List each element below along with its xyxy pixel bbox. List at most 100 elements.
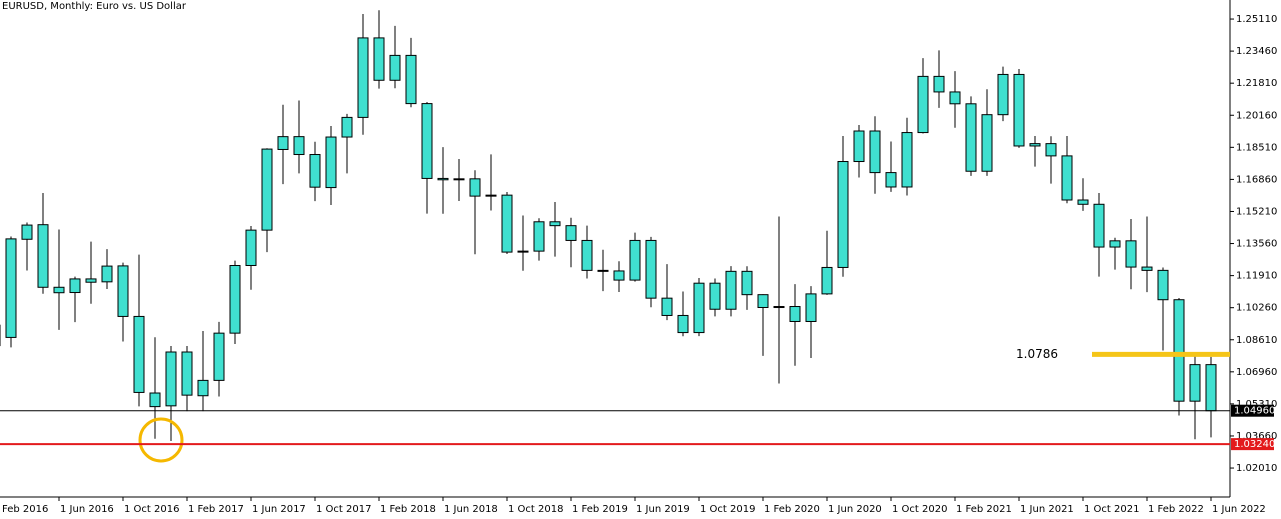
y-tick-label: 1.15210	[1236, 206, 1277, 217]
y-tick-label: 1.08610	[1236, 335, 1277, 346]
x-tick-label: 1 Feb 2019	[572, 504, 628, 515]
candle-body	[1013, 73, 1025, 147]
price-label: 1.03240	[1234, 439, 1275, 450]
x-tick-label: 1 Jun 2017	[252, 504, 306, 515]
y-tick-label: 1.02010	[1236, 463, 1277, 474]
chart-title: EURUSD, Monthly: Euro vs. US Dollar	[2, 1, 187, 12]
candle-body	[213, 332, 225, 381]
candle-body	[197, 379, 209, 397]
candle-body	[1093, 203, 1105, 248]
candle-body	[581, 239, 593, 271]
x-tick-label: 1 Feb 2018	[380, 504, 436, 515]
level-label: 1.0786	[1016, 347, 1058, 361]
candle-body	[53, 286, 65, 294]
candle-body	[789, 306, 801, 322]
y-tick-label: 1.06960	[1236, 367, 1277, 378]
candle-body	[1189, 364, 1201, 402]
price-label-box	[1231, 438, 1274, 451]
y-tick-label: 1.03660	[1236, 431, 1277, 442]
candle-body	[741, 270, 753, 296]
x-tick-label: 1 Jun 2018	[444, 504, 498, 515]
candle-body	[309, 154, 321, 188]
candle-body	[757, 294, 769, 308]
highlight-circle	[138, 417, 184, 463]
candle-body	[613, 270, 625, 281]
candle-body	[453, 178, 465, 181]
x-tick-label: 1 Jun 2016	[60, 504, 114, 515]
candle-body	[389, 54, 401, 81]
candle-body	[805, 293, 817, 322]
candle-body	[1061, 155, 1073, 201]
candle-body	[181, 351, 193, 396]
candle-body	[885, 172, 897, 188]
candle-body	[325, 136, 337, 189]
x-tick-label: 1 Jun 2020	[828, 504, 882, 515]
candle-body	[373, 37, 385, 81]
candle-body	[69, 278, 81, 294]
candle-body	[165, 351, 177, 407]
candle-body	[1125, 240, 1137, 268]
x-tick-label: 1 Jun 2021	[1020, 504, 1074, 515]
candle-body	[869, 130, 881, 174]
candle-body	[1173, 299, 1185, 402]
candle-body	[901, 132, 913, 188]
candle-body	[1045, 143, 1057, 157]
candle-body	[597, 269, 609, 272]
candle-body	[565, 225, 577, 241]
candle-body	[245, 229, 257, 267]
candle-body	[517, 250, 529, 253]
y-tick-label: 1.13560	[1236, 239, 1277, 250]
candle-body	[149, 392, 161, 408]
candle-body	[21, 224, 33, 240]
x-tick-label: 1 Oct 2018	[508, 504, 563, 515]
y-tick-label: 1.25110	[1236, 14, 1277, 25]
candle-body	[773, 306, 785, 309]
candle-body	[485, 194, 497, 197]
price-label-box	[1231, 404, 1274, 417]
candle-body	[1141, 266, 1153, 271]
x-tick-label: 1 Oct 2017	[316, 504, 371, 515]
x-tick-label: Feb 2016	[2, 504, 48, 515]
candle-body	[469, 178, 481, 197]
candle-body	[37, 224, 49, 288]
y-tick-label: 1.20160	[1236, 110, 1277, 121]
candle-body	[629, 239, 641, 281]
candle-body	[405, 54, 417, 105]
candle-body	[693, 282, 705, 334]
candle-body	[661, 297, 673, 316]
y-tick-label: 1.05310	[1236, 399, 1277, 410]
x-tick-label: 1 Feb 2022	[1148, 504, 1204, 515]
candle-body	[821, 266, 833, 295]
x-tick-label: 1 Feb 2020	[764, 504, 820, 515]
candle-body	[357, 37, 369, 118]
candle-body	[229, 265, 241, 334]
candle-body	[5, 238, 17, 338]
y-tick-label: 1.11910	[1236, 271, 1277, 282]
candle-body	[437, 177, 449, 181]
candle-body	[533, 221, 545, 252]
y-tick-label: 1.18510	[1236, 142, 1277, 153]
candle-body	[117, 265, 129, 317]
x-tick-label: 1 Jun 2019	[636, 504, 690, 515]
candle-body	[725, 270, 737, 310]
y-tick-label: 1.21810	[1236, 78, 1277, 89]
candle-body	[261, 148, 273, 231]
candle-body	[501, 194, 513, 253]
price-label: 1.04960	[1234, 406, 1275, 417]
candle-body	[133, 315, 145, 393]
candle-body	[293, 136, 305, 156]
x-tick-label: 1 Oct 2021	[1084, 504, 1139, 515]
candle-body	[933, 75, 945, 93]
x-tick-label: 1 Oct 2020	[892, 504, 947, 515]
y-tick-label: 1.23460	[1236, 46, 1277, 57]
candle-body	[837, 161, 849, 268]
x-tick-label: 1 Oct 2016	[124, 504, 179, 515]
x-tick-label: 1 Feb 2021	[956, 504, 1012, 515]
candle-body	[85, 278, 97, 283]
candle-body	[853, 130, 865, 163]
y-tick-label: 1.16860	[1236, 174, 1277, 185]
candle-body	[1077, 199, 1089, 205]
x-tick-label: 1 Jun 2022	[1212, 504, 1266, 515]
candle-body	[645, 239, 657, 299]
